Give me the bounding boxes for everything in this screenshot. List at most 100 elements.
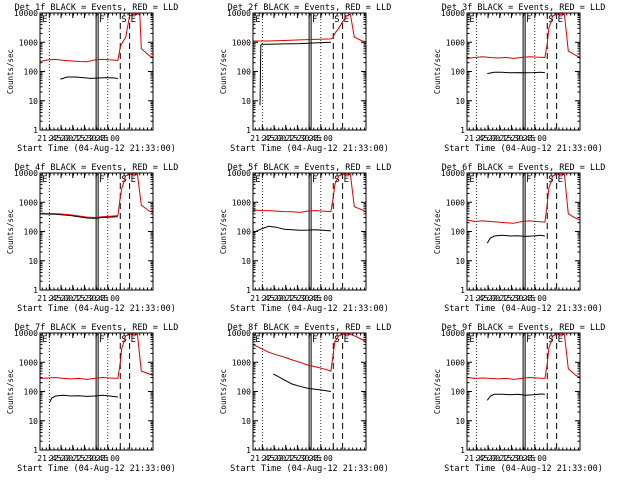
marker-label-e: E [42,15,47,25]
panel-title: Det 4f BLACK = Events, RED = LLD [15,163,179,173]
y-axis-label: Counts/sec [6,49,15,94]
y-tick-label: 10000 [441,169,465,178]
marker-label-f: F [99,175,104,185]
y-tick-label: 100 [24,228,39,237]
x-tick-label: 22:15 [61,454,85,463]
marker-label-e: E [255,15,260,25]
series-line-lld [252,333,367,372]
x-tick-label: 22:15 [61,294,85,303]
x-axis-label: Start Time (04-Aug-12 21:33:00) [17,464,176,474]
y-axis-label: Counts/sec [6,209,15,254]
series-line-events [486,234,546,244]
marker-label-f: F [99,335,104,345]
x-tick-label: 21:45 [37,454,61,463]
x-tick-label: 21:45 [37,294,61,303]
panel-title: Det 7f BLACK = Events, RED = LLD [15,323,179,333]
y-tick-label: 1 [460,446,465,455]
marker-label-f: F [312,15,317,25]
y-tick-label: 10000 [14,169,38,178]
y-axis-label: Counts/sec [433,369,442,414]
x-tick-label: 23:00 [96,454,120,463]
x-axis-label: Start Time (04-Aug-12 21:33:00) [230,144,389,154]
x-tick-label: 22:45 [84,134,108,143]
x-tick-label: 23:00 [96,134,120,143]
y-tick-label: 1000 [232,38,251,47]
marker-label-e: E [469,335,474,345]
x-tick-label: 22:15 [61,134,85,143]
marker-label-e: E [131,175,136,185]
x-tick-label: 22:45 [84,294,108,303]
x-tick-label: 22:15 [274,454,298,463]
marker-label-e: E [469,175,474,185]
x-tick-label: 22:45 [297,134,321,143]
x-tick-label: 22:30 [499,454,523,463]
series-line-events [486,393,545,401]
marker-label-f: F [526,335,531,345]
marker-label-e: E [131,15,136,25]
y-tick-label: 10 [455,417,465,426]
marker-label-e: E [469,15,474,25]
y-tick-label: 100 [237,228,252,237]
marker-label-e: E [255,175,260,185]
y-tick-label: 1 [33,286,38,295]
y-tick-label: 1 [33,446,38,455]
y-tick-label: 100 [24,388,39,397]
x-tick-label: 22:00 [49,294,73,303]
x-tick-label: 21:45 [250,454,274,463]
x-tick-label: 21:45 [464,294,488,303]
y-tick-label: 10000 [14,9,38,18]
y-tick-label: 100 [24,68,39,77]
marker-label-e: E [558,335,563,345]
y-tick-label: 1000 [232,198,251,207]
x-tick-label: 21:45 [250,294,274,303]
x-tick-label: 23:00 [523,294,547,303]
x-tick-label: 23:00 [523,134,547,143]
x-axis-label: Start Time (04-Aug-12 21:33:00) [17,144,176,154]
panel-title: Det 5f BLACK = Events, RED = LLD [228,163,392,173]
series-line-events [273,373,331,392]
y-tick-label: 10000 [441,329,465,338]
y-tick-label: 10 [28,257,38,266]
x-tick-label: 22:15 [488,454,512,463]
y-tick-label: 100 [237,388,252,397]
y-tick-label: 10000 [227,169,251,178]
y-tick-label: 1000 [19,198,38,207]
series-line-lld [252,173,367,213]
x-tick-label: 22:30 [499,294,523,303]
x-tick-label: 22:45 [297,454,321,463]
marker-label-f: F [526,15,531,25]
x-axis-label: Start Time (04-Aug-12 21:33:00) [444,304,603,314]
y-tick-label: 10 [455,257,465,266]
x-tick-label: 23:00 [96,294,120,303]
y-tick-label: 1000 [446,198,465,207]
marker-label-e: E [255,335,260,345]
series-line-events [39,213,118,219]
x-axis-label: Start Time (04-Aug-12 21:33:00) [230,464,389,474]
x-tick-label: 22:30 [72,454,96,463]
y-tick-label: 1000 [19,358,38,367]
y-tick-label: 1000 [19,38,38,47]
x-tick-label: 22:45 [84,454,108,463]
panel-title: Det 3f BLACK = Events, RED = LLD [442,3,606,13]
series-line-lld [466,173,581,224]
y-tick-label: 10 [241,97,251,106]
x-tick-label: 22:30 [499,134,523,143]
y-tick-label: 1 [460,286,465,295]
x-axis-label: Start Time (04-Aug-12 21:33:00) [444,144,603,154]
y-tick-label: 1000 [232,358,251,367]
y-tick-label: 1 [246,286,251,295]
marker-label-s: S [334,15,339,25]
y-tick-label: 10 [455,97,465,106]
y-axis-label: Counts/sec [433,49,442,94]
y-tick-label: 10000 [227,329,251,338]
x-tick-label: 22:00 [476,134,500,143]
series-line-lld [253,13,367,43]
